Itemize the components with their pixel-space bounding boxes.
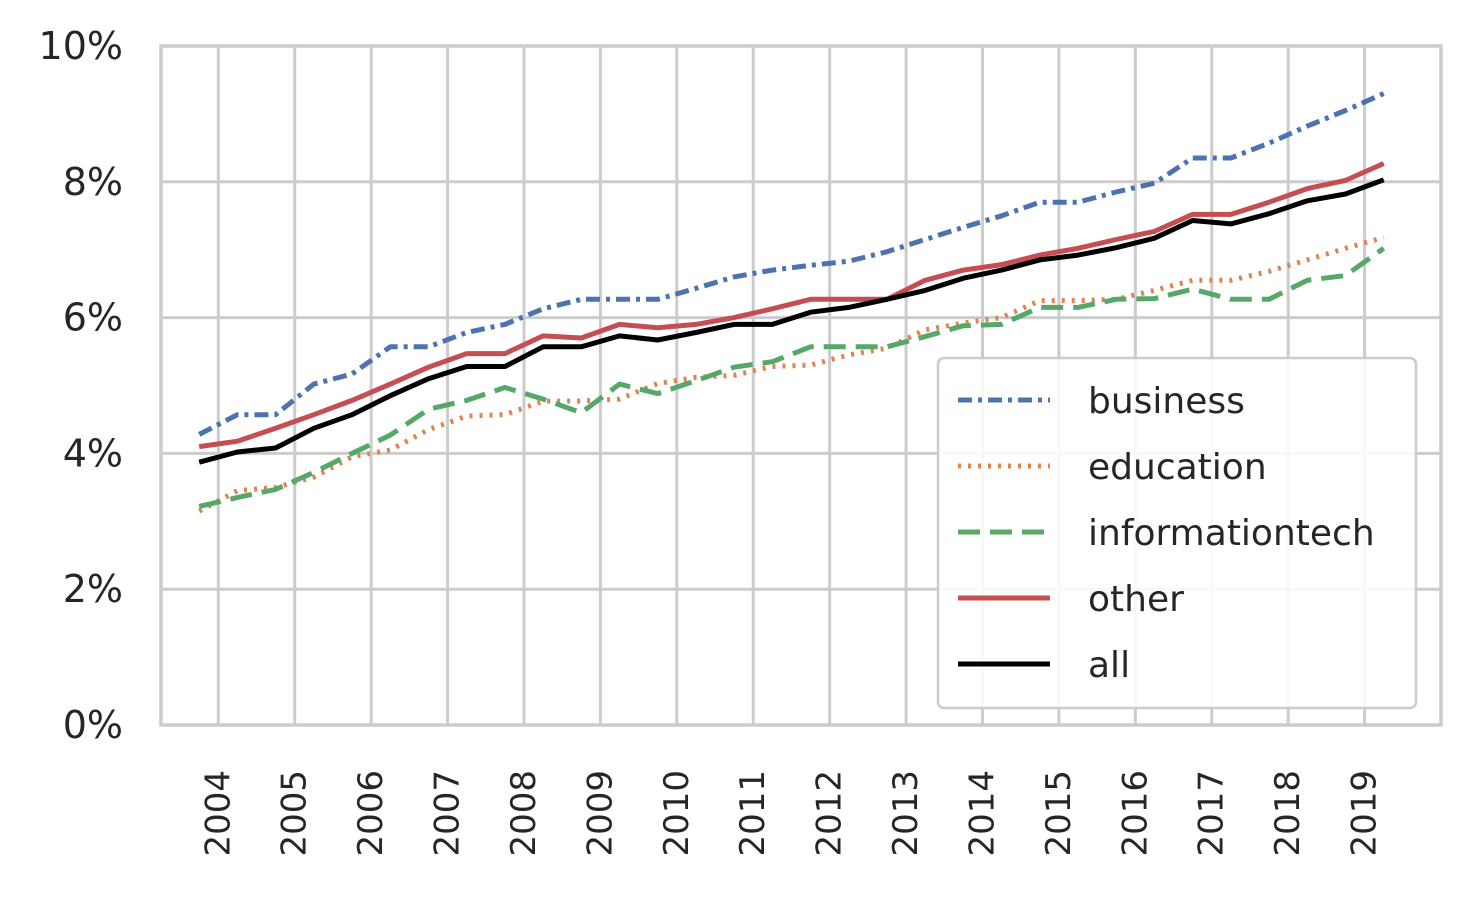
y-tick-label: 2% (63, 567, 123, 611)
x-tick-label: 2013 (886, 770, 926, 857)
x-tick-label: 2008 (504, 770, 544, 857)
y-tick-label: 0% (63, 703, 123, 747)
x-tick-label: 2005 (275, 770, 315, 857)
x-tick-label: 2009 (580, 770, 620, 857)
x-axis-ticks: 2004 2005 2006 2007 2008 2009 2010 2011 2012 2013… (198, 770, 1384, 857)
series-lines (198, 91, 1386, 514)
series-line-informationtech (198, 246, 1386, 509)
x-tick-label: 2007 (428, 770, 468, 857)
series-line-business (198, 91, 1385, 437)
x-tick-label: 2015 (1039, 770, 1079, 857)
x-tick-label: 2010 (657, 770, 697, 857)
x-tick-label: 2018 (1268, 770, 1308, 857)
series-line-education (198, 235, 1385, 514)
legend: business education informationtech other all (936, 356, 1418, 710)
legend-label-education: education (1088, 447, 1267, 488)
x-tick-label: 2017 (1192, 770, 1232, 857)
series-line-other (198, 161, 1385, 450)
legend-label-informationtech: informationtech (1088, 513, 1375, 554)
x-tick-label: 2016 (1115, 770, 1155, 857)
plot-frame (159, 44, 1443, 727)
legend-label-all: all (1088, 645, 1130, 686)
legend-label-business: business (1088, 381, 1245, 422)
y-axis-ticks: 0% 2% 4% 6% 8% 10% (39, 24, 123, 747)
y-tick-label: 6% (63, 296, 123, 340)
x-tick-label: 2012 (810, 770, 850, 857)
x-tick-label: 2011 (733, 770, 773, 857)
legend-box (936, 356, 1418, 710)
y-tick-label: 10% (39, 24, 123, 68)
x-tick-label: 2004 (198, 770, 238, 857)
x-tick-label: 2014 (962, 770, 1002, 857)
x-tick-label: 2006 (351, 770, 391, 857)
series-line-all (198, 177, 1385, 465)
y-tick-label: 4% (63, 431, 123, 475)
x-tick-label: 2019 (1345, 770, 1385, 857)
y-tick-label: 8% (63, 160, 123, 204)
legend-label-other: other (1088, 579, 1184, 620)
